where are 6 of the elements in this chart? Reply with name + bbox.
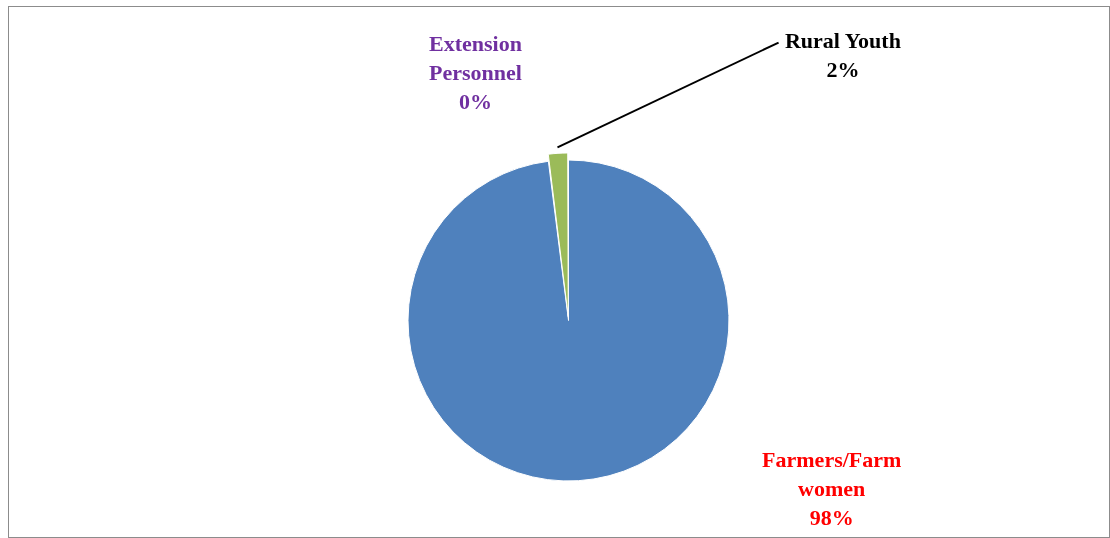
category-label: Extension Personnel — [428, 31, 522, 86]
slice-label: Farmers/Farm women — [762, 447, 902, 502]
slice-label: Rural Youth — [784, 28, 901, 54]
text: 0% — [458, 89, 492, 115]
data-label: 98% — [809, 505, 854, 531]
data-label: 2% — [826, 57, 860, 83]
